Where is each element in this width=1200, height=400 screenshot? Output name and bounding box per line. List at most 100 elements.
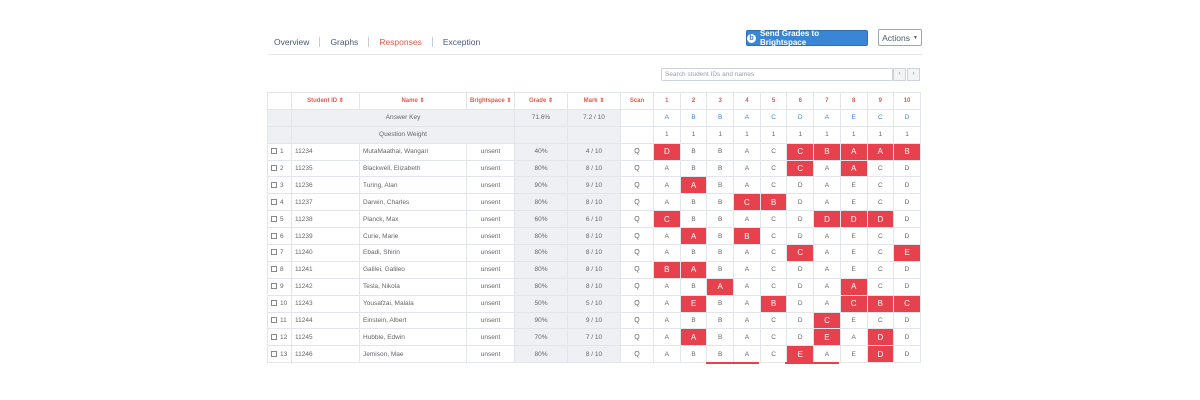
search-input[interactable]: Search student IDs and names	[661, 68, 893, 81]
answer-cell[interactable]: A	[653, 193, 681, 212]
answer-cell[interactable]: A	[733, 294, 761, 313]
answer-cell[interactable]: A	[813, 227, 841, 246]
answer-cell[interactable]: C	[866, 193, 895, 212]
answer-cell[interactable]: B	[706, 193, 735, 212]
row-checkbox[interactable]	[271, 181, 277, 188]
answer-cell[interactable]: C	[759, 227, 788, 246]
answer-cell[interactable]: A	[733, 277, 761, 296]
wrong-answer-cell[interactable]: C	[733, 193, 761, 212]
answer-cell[interactable]: C	[866, 311, 895, 330]
answer-cell[interactable]: B	[679, 277, 708, 296]
wrong-answer-cell[interactable]: C	[786, 244, 815, 262]
answer-cell[interactable]: A	[733, 260, 761, 279]
table-row[interactable]: 4 11237 Darwin, Charles unsent 80% 8 / 10 Q A B B…	[267, 193, 921, 212]
wrong-answer-cell[interactable]: A	[866, 142, 895, 161]
answer-cell[interactable]: A	[653, 345, 681, 364]
wrong-answer-cell[interactable]: A	[679, 328, 708, 347]
row-checkbox[interactable]	[271, 165, 277, 171]
answer-cell[interactable]: B	[706, 244, 735, 262]
answer-cell[interactable]: C	[759, 277, 788, 296]
wrong-answer-cell[interactable]: C	[813, 311, 841, 330]
answer-cell[interactable]: D	[786, 311, 815, 330]
header-name[interactable]: Name ⇕	[359, 92, 467, 110]
wrong-answer-cell[interactable]: B	[866, 294, 895, 313]
answer-cell[interactable]: A	[653, 159, 681, 178]
answer-cell[interactable]: A	[653, 294, 681, 313]
table-row[interactable]: 1 11234 MutaMaathai, Wangari unsent 40% 4 / 1…	[267, 142, 921, 161]
wrong-answer-cell[interactable]: C	[839, 294, 868, 313]
wrong-answer-cell[interactable]: B	[653, 260, 681, 279]
row-select-cell[interactable]: 5	[267, 210, 292, 229]
answer-cell[interactable]: C	[759, 244, 788, 262]
answer-cell[interactable]: A	[813, 294, 841, 313]
answer-cell[interactable]: A	[733, 244, 761, 262]
answer-cell[interactable]: B	[706, 311, 735, 330]
answer-cell[interactable]: D	[786, 210, 815, 229]
header-mark[interactable]: Mark ⇕	[567, 92, 621, 110]
answer-cell[interactable]: E	[839, 244, 868, 262]
send-grades-button[interactable]: b Send Grades to Brightspace	[746, 29, 868, 47]
tab-responses[interactable]: Responses	[369, 30, 432, 55]
answer-cell[interactable]: D	[893, 260, 921, 279]
wrong-answer-cell[interactable]: A	[839, 277, 868, 296]
table-row[interactable]: 3 11236 Turing, Alan unsent 90% 9 / 10 Q A A B A C D…	[267, 176, 921, 195]
table-row[interactable]: 10 11243 Yousafzai, Malala unsent 50% 5 / 10 Q…	[267, 294, 921, 313]
answer-cell[interactable]: D	[786, 227, 815, 246]
answer-cell[interactable]: A	[839, 328, 868, 347]
answer-cell[interactable]: A	[733, 345, 761, 364]
scan-view-icon[interactable]: Q	[620, 328, 654, 347]
row-select-cell[interactable]: 7	[267, 244, 292, 262]
answer-cell[interactable]: D	[893, 159, 921, 178]
answer-cell[interactable]: D	[893, 328, 921, 347]
answer-cell[interactable]: B	[679, 345, 708, 364]
row-checkbox[interactable]	[271, 317, 277, 324]
answer-cell[interactable]: A	[813, 260, 841, 279]
wrong-answer-cell[interactable]: B	[733, 227, 761, 246]
row-checkbox[interactable]	[271, 148, 277, 155]
answer-cell[interactable]: A	[813, 277, 841, 296]
wrong-answer-cell[interactable]: A	[679, 227, 708, 246]
answer-cell[interactable]: B	[706, 142, 735, 161]
answer-cell[interactable]: A	[653, 311, 681, 330]
answer-cell[interactable]: E	[839, 260, 868, 279]
answer-cell[interactable]: E	[839, 193, 868, 212]
scan-view-icon[interactable]: Q	[620, 294, 654, 313]
answer-cell[interactable]: A	[653, 227, 681, 246]
answer-cell[interactable]: A	[813, 345, 841, 364]
row-checkbox[interactable]	[271, 333, 277, 340]
scan-view-icon[interactable]: Q	[620, 244, 654, 262]
header-brightspace[interactable]: Brightspace ⇕	[466, 92, 515, 110]
wrong-answer-cell[interactable]: B	[759, 193, 788, 212]
header-grade[interactable]: Grade ⇕	[514, 92, 568, 110]
answer-cell[interactable]: C	[759, 210, 788, 229]
answer-cell[interactable]: D	[786, 328, 815, 347]
answer-cell[interactable]: A	[653, 277, 681, 296]
answer-cell[interactable]: C	[759, 176, 788, 195]
answer-cell[interactable]: D	[786, 260, 815, 279]
row-select-cell[interactable]: 10	[267, 294, 292, 313]
answer-cell[interactable]: E	[839, 345, 868, 364]
header-student-id[interactable]: Student ID ⇕	[291, 92, 360, 110]
row-select-cell[interactable]: 1	[267, 142, 292, 161]
scan-view-icon[interactable]: Q	[620, 210, 654, 229]
answer-cell[interactable]: D	[786, 176, 815, 195]
row-checkbox[interactable]	[271, 232, 277, 239]
table-row[interactable]: 9 11242 Tesla, Nikola unsent 80% 8 / 10 Q A B A A C…	[267, 277, 921, 296]
answer-cell[interactable]: C	[866, 176, 895, 195]
scan-view-icon[interactable]: Q	[620, 159, 654, 178]
wrong-answer-cell[interactable]: A	[706, 277, 735, 296]
wrong-answer-cell[interactable]: D	[866, 328, 895, 347]
answer-cell[interactable]: C	[759, 328, 788, 347]
wrong-answer-cell[interactable]: E	[813, 328, 841, 347]
answer-cell[interactable]: E	[839, 176, 868, 195]
wrong-answer-cell[interactable]: C	[893, 294, 921, 313]
tab-overview[interactable]: Overview	[274, 37, 310, 47]
answer-cell[interactable]: A	[733, 176, 761, 195]
answer-cell[interactable]: D	[893, 311, 921, 330]
wrong-answer-cell[interactable]: B	[893, 142, 921, 161]
answer-cell[interactable]: B	[706, 210, 735, 229]
search-prev-button[interactable]: ‹	[893, 68, 906, 81]
wrong-answer-cell[interactable]: E	[786, 345, 815, 364]
answer-cell[interactable]: D	[893, 277, 921, 296]
wrong-answer-cell[interactable]: D	[839, 210, 868, 229]
